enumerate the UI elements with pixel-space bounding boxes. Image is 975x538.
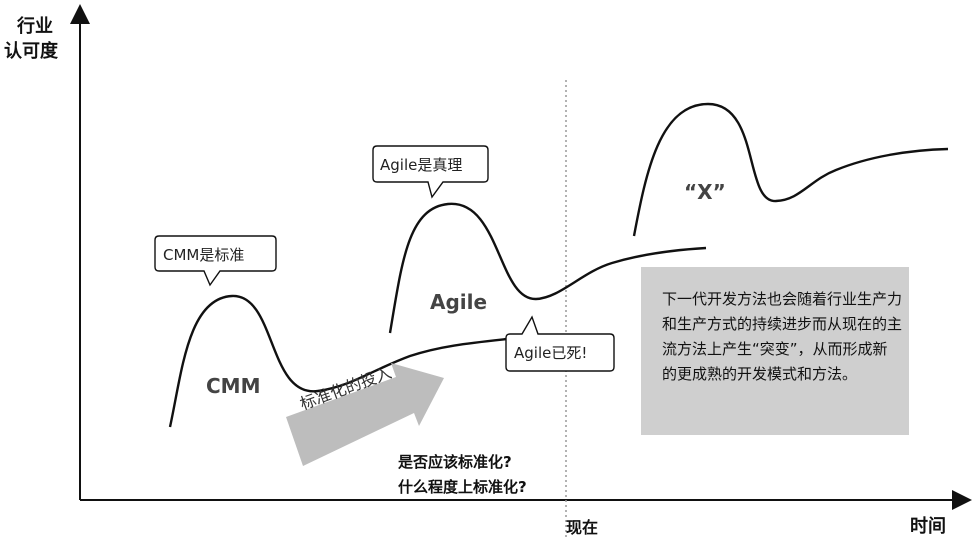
- standardization-arrow: [286, 363, 444, 466]
- question-line-2: 什么程度上标准化?: [398, 478, 527, 496]
- x-curve: [632, 102, 949, 237]
- cmm-callout-text: CMM是标准: [163, 246, 245, 264]
- future-note-box: [641, 267, 909, 435]
- x-curve-label: “X”: [684, 180, 726, 204]
- agile-truth-callout-text: Agile是真理: [380, 156, 463, 174]
- question-line-1: 是否应该标准化?: [398, 453, 512, 471]
- agile-curve-label: Agile: [430, 290, 488, 314]
- y-axis-label: 行业 认可度: [4, 16, 58, 62]
- standardization-questions: 是否应该标准化? 什么程度上标准化?: [398, 450, 527, 500]
- x-axis-time-label: 时间: [910, 516, 946, 537]
- cmm-curve: [168, 294, 508, 428]
- cmm-callout-bubble: [154, 235, 277, 287]
- future-note-text: 下一代开发方法也会随着行业生产力和生产方式的持续进步而从现在的主流方法上产生“突…: [662, 290, 903, 383]
- cmm-curve-label: CMM: [206, 374, 261, 398]
- agile-dead-callout-text: Agile已死!: [514, 344, 588, 362]
- agile-dead-callout-bubble: [505, 315, 615, 372]
- agile-truth-callout-bubble: [372, 145, 489, 199]
- agile-curve: [388, 202, 707, 334]
- x-axis-now-label: 现在: [566, 518, 599, 537]
